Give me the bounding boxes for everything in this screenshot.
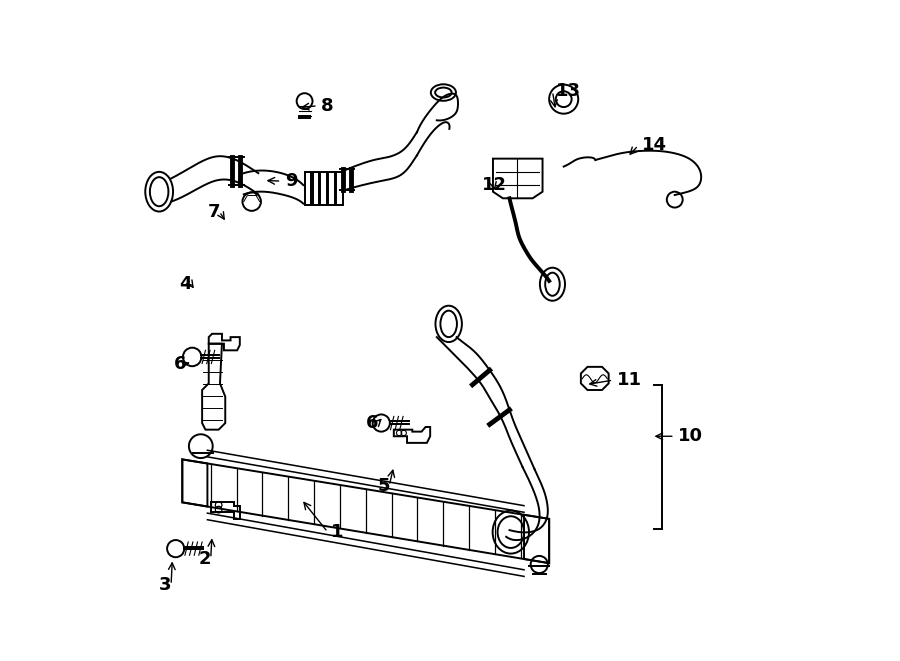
Text: 4: 4 (179, 275, 192, 293)
Text: 12: 12 (482, 176, 507, 194)
Text: 7: 7 (207, 202, 220, 221)
Text: 2: 2 (199, 549, 212, 568)
Text: 8: 8 (321, 97, 334, 115)
Text: 6: 6 (365, 414, 378, 432)
Text: 10: 10 (678, 427, 703, 446)
Text: 14: 14 (642, 136, 667, 155)
Text: 9: 9 (284, 172, 297, 190)
Text: 3: 3 (159, 576, 172, 594)
Text: 13: 13 (556, 82, 581, 100)
Text: 6: 6 (174, 354, 186, 373)
Text: 1: 1 (331, 523, 344, 541)
Text: 11: 11 (616, 371, 642, 389)
Text: 5: 5 (377, 477, 390, 495)
